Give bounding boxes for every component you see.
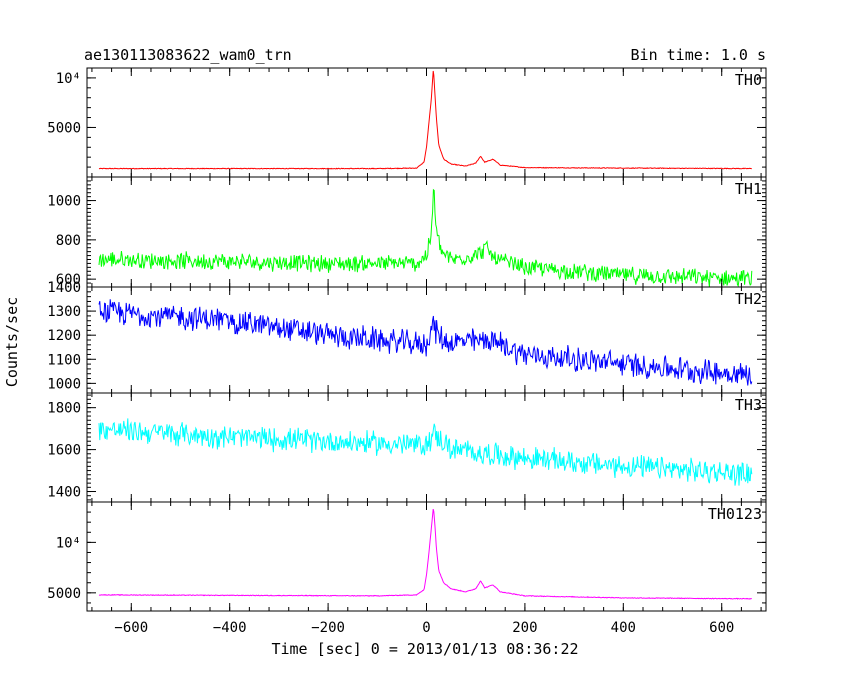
y-tick-label: 800 bbox=[56, 233, 81, 249]
panel-frame-th0 bbox=[86, 67, 767, 178]
y-tick-label: 1100 bbox=[47, 352, 81, 368]
panel-th0: 5000 10⁴ TH0 bbox=[47, 67, 767, 178]
y-axis-label: Counts/sec bbox=[3, 297, 21, 387]
series-line-th3 bbox=[98, 418, 753, 486]
x-tick-label: −400 bbox=[213, 620, 247, 636]
y-tick-label: 600 bbox=[56, 272, 81, 288]
y-tick-label: 5000 bbox=[47, 120, 81, 136]
y-tick-label: 1000 bbox=[47, 376, 81, 392]
y-tick-label: 1200 bbox=[47, 328, 81, 344]
y-tick-label: 1800 bbox=[47, 401, 81, 417]
y-tick-label: 1300 bbox=[47, 304, 81, 320]
y-tick-label: 1400 bbox=[47, 280, 81, 296]
y-tick-label: 5000 bbox=[47, 586, 81, 602]
panel-label-th3: TH3 bbox=[735, 396, 762, 414]
x-tick-label: 400 bbox=[611, 620, 636, 636]
panel-label-th0123: TH0123 bbox=[708, 505, 762, 523]
panel-th0123: 5000 10⁴ TH0123 bbox=[47, 501, 767, 612]
panel-th3: 1400 1600 1800 TH3 bbox=[47, 392, 767, 503]
series-line-th1 bbox=[98, 188, 753, 288]
x-tick-label: −600 bbox=[114, 620, 148, 636]
y-tick-label: 1400 bbox=[47, 485, 81, 501]
panel-label-th1: TH1 bbox=[735, 180, 762, 198]
bin-time-label: Bin time: 1.0 s bbox=[631, 46, 766, 64]
x-tick-label: 200 bbox=[512, 620, 537, 636]
y-tick-label: 1000 bbox=[47, 194, 81, 210]
x-tick-label: 600 bbox=[709, 620, 734, 636]
chart-title: ae130113083622_wam0_trn bbox=[84, 46, 292, 64]
panel-label-th0: TH0 bbox=[735, 71, 762, 89]
series-line-th0 bbox=[98, 70, 752, 170]
y-tick-label: 1600 bbox=[47, 443, 81, 459]
x-tick-label: −200 bbox=[311, 620, 345, 636]
y-tick-label: 10⁴ bbox=[56, 71, 81, 87]
series-line-th2 bbox=[98, 299, 753, 386]
panel-th2: 1000 1100 1200 1300 1400 TH2 bbox=[47, 280, 767, 394]
panel-label-th2: TH2 bbox=[735, 290, 762, 308]
y-tick-label: 10⁴ bbox=[56, 535, 81, 551]
series-line-th0123 bbox=[98, 508, 752, 600]
panel-th1: 600 800 1000 TH1 bbox=[47, 176, 767, 288]
x-axis: −600 −400 −200 0 200 400 600 bbox=[114, 620, 734, 636]
x-tick-label: 0 bbox=[422, 620, 430, 636]
panel-frame-th1 bbox=[86, 176, 767, 288]
x-axis-label: Time [sec] 0 = 2013/01/13 08:36:22 bbox=[271, 640, 578, 658]
